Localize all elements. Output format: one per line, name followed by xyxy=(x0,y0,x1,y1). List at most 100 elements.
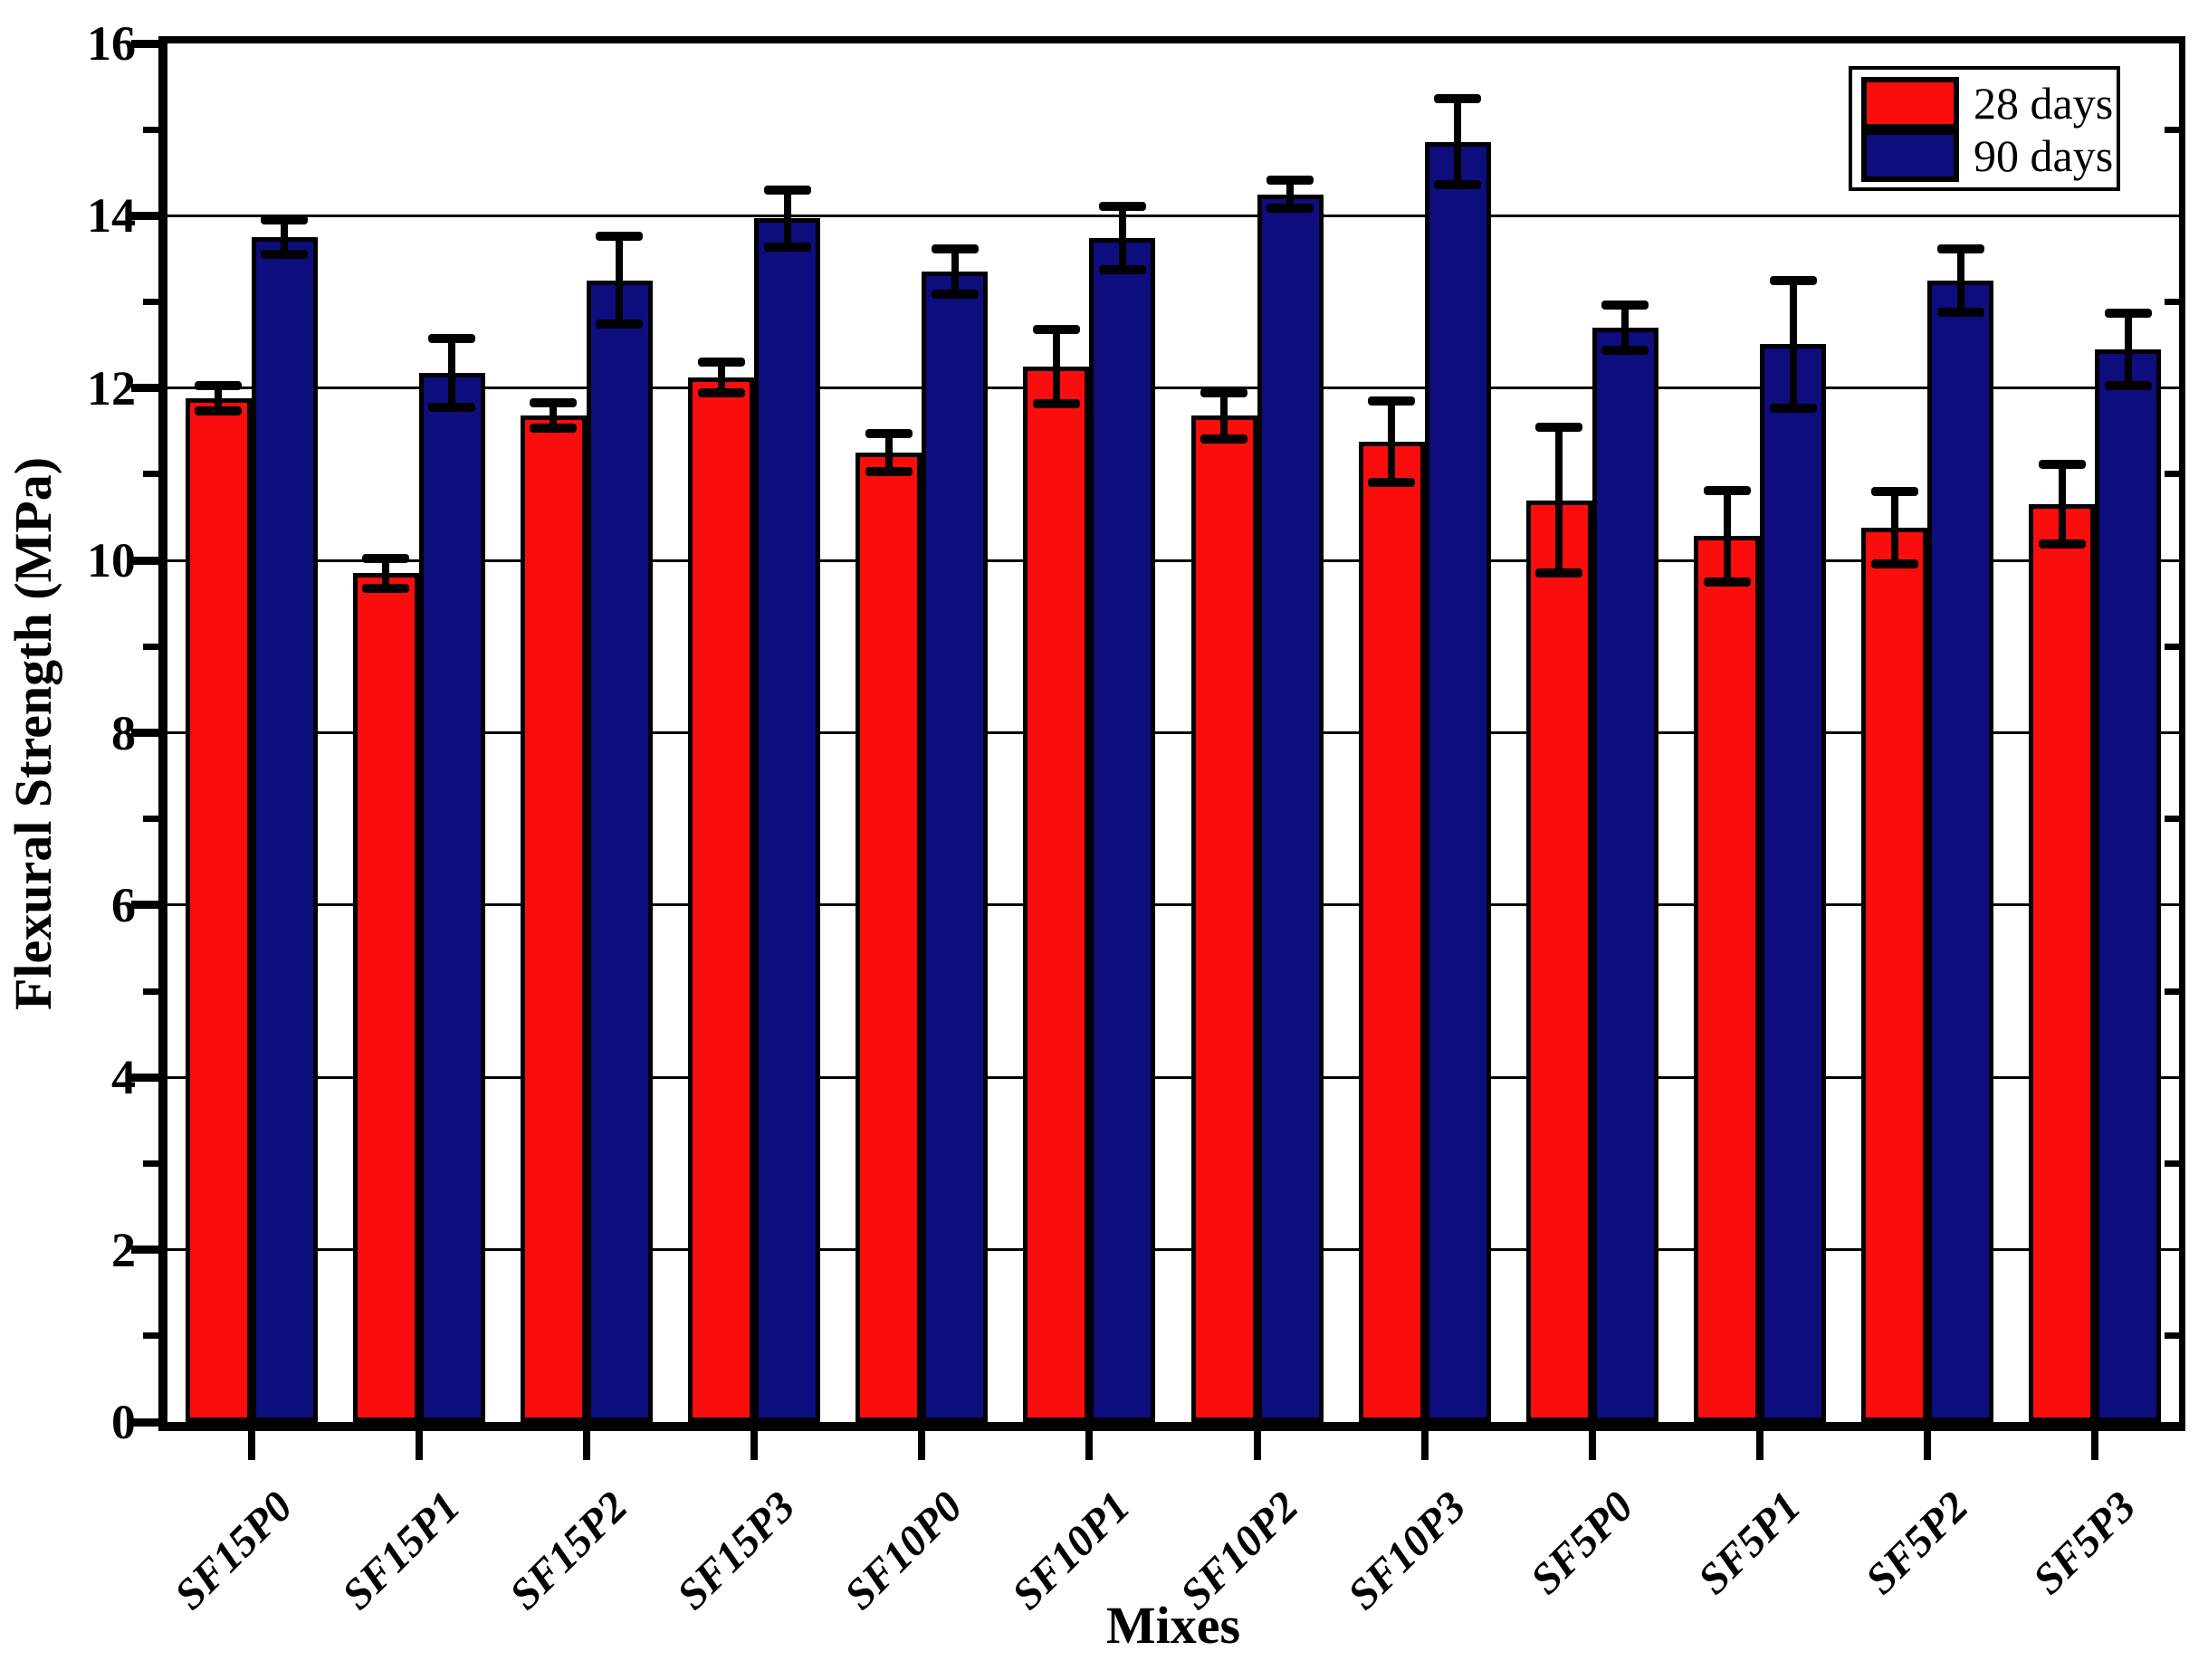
y-minor-tick-right-3 xyxy=(2165,1160,2179,1167)
error-bar-cap-top-SF15P3-28-days xyxy=(697,358,745,368)
error-bar-line-SF10P3-90-days xyxy=(1454,98,1462,186)
gridline-12 xyxy=(167,387,2179,390)
y-major-tick-2 xyxy=(131,1246,158,1255)
x-tick-SF15P0 xyxy=(247,1431,255,1460)
y-tick-label-2: 2 xyxy=(111,1222,136,1277)
x-tick-SF5P2 xyxy=(1924,1431,1932,1460)
error-bar-line-SF10P0-28-days xyxy=(884,434,893,472)
plot-inner xyxy=(167,43,2179,1422)
bar-SF15P3-90-days xyxy=(754,218,821,1422)
x-category-label-SF5P2: SF5P2 xyxy=(1856,1482,1978,1604)
bar-SF5P0-28-days xyxy=(1525,500,1592,1422)
y-minor-tick-13 xyxy=(143,299,158,306)
y-minor-tick-7 xyxy=(143,816,158,823)
error-bar-cap-bottom-SF5P2-90-days xyxy=(1936,307,1984,317)
gridline-6 xyxy=(167,903,2179,907)
error-bar-cap-bottom-SF10P3-28-days xyxy=(1368,477,1416,487)
error-bar-line-SF5P2-28-days xyxy=(1890,491,1898,564)
error-bar-cap-bottom-SF15P1-28-days xyxy=(362,583,410,593)
y-minor-tick-right-1 xyxy=(2165,1332,2179,1340)
error-bar-line-SF5P0-28-days xyxy=(1555,426,1563,574)
y-tick-label-14: 14 xyxy=(87,188,136,243)
error-bar-line-SF15P3-28-days xyxy=(717,362,725,394)
legend: 28 days 90 days xyxy=(1849,66,2120,191)
error-bar-line-SF15P2-28-days xyxy=(550,402,558,429)
bar-SF15P0-28-days xyxy=(185,398,252,1422)
error-bar-cap-top-SF15P1-28-days xyxy=(362,554,410,564)
y-tick-label-16: 16 xyxy=(87,16,136,71)
gridline-8 xyxy=(167,731,2179,734)
error-bar-cap-top-SF10P2-90-days xyxy=(1266,176,1314,186)
error-bar-cap-bottom-SF15P3-90-days xyxy=(763,242,811,252)
x-tick-SF10P3 xyxy=(1420,1431,1429,1460)
error-bar-cap-top-SF15P2-90-days xyxy=(596,232,644,242)
error-bar-cap-top-SF5P3-28-days xyxy=(2038,460,2086,470)
error-bar-cap-top-SF15P0-90-days xyxy=(261,215,309,225)
y-minor-tick-right-9 xyxy=(2165,643,2179,650)
error-bar-cap-top-SF15P0-28-days xyxy=(195,380,243,390)
y-tick-label-8: 8 xyxy=(111,705,136,760)
error-bar-cap-top-SF15P3-90-days xyxy=(763,185,811,195)
bar-SF10P2-28-days xyxy=(1190,415,1257,1422)
y-tick-label-6: 6 xyxy=(111,877,136,932)
error-bar-cap-bottom-SF10P1-90-days xyxy=(1098,265,1146,275)
x-tick-SF5P3 xyxy=(2091,1431,2099,1460)
y-minor-tick-15 xyxy=(143,126,158,133)
error-bar-cap-bottom-SF10P1-28-days xyxy=(1032,398,1080,408)
y-tick-label-4: 4 xyxy=(111,1050,136,1105)
y-major-tick-14 xyxy=(131,211,158,220)
bar-SF5P2-28-days xyxy=(1861,527,1928,1422)
error-bar-cap-bottom-SF15P0-90-days xyxy=(261,250,309,260)
error-bar-cap-bottom-SF10P0-28-days xyxy=(865,467,913,477)
bar-SF10P3-28-days xyxy=(1358,441,1425,1422)
y-minor-tick-1 xyxy=(143,1332,158,1340)
y-tick-label-12: 12 xyxy=(87,360,136,415)
x-tick-SF15P3 xyxy=(750,1431,759,1460)
error-bar-line-SF15P3-90-days xyxy=(783,189,791,247)
bar-SF10P3-90-days xyxy=(1424,141,1491,1422)
y-major-tick-6 xyxy=(131,901,158,910)
bar-SF5P3-28-days xyxy=(2029,504,2096,1422)
bar-SF15P0-90-days xyxy=(251,237,318,1422)
bar-SF10P0-90-days xyxy=(922,272,989,1422)
bar-SF5P1-28-days xyxy=(1694,536,1761,1422)
bar-SF15P1-28-days xyxy=(352,573,419,1422)
bar-SF10P0-28-days xyxy=(855,453,922,1422)
error-bar-line-SF10P2-90-days xyxy=(1286,180,1295,208)
y-minor-tick-3 xyxy=(143,1160,158,1167)
error-bar-cap-top-SF5P2-90-days xyxy=(1936,243,1984,253)
legend-swatch-28-days xyxy=(1861,77,1959,129)
bar-SF10P1-28-days xyxy=(1023,366,1090,1422)
bar-SF15P2-28-days xyxy=(520,415,587,1422)
error-bar-cap-top-SF5P0-90-days xyxy=(1601,301,1649,310)
error-bar-cap-bottom-SF15P2-90-days xyxy=(596,320,644,329)
error-bar-line-SF5P1-28-days xyxy=(1723,491,1731,582)
error-bar-cap-top-SF10P3-28-days xyxy=(1368,396,1416,406)
y-minor-tick-right-15 xyxy=(2165,126,2179,133)
bar-SF15P2-90-days xyxy=(586,280,653,1422)
bar-SF5P3-90-days xyxy=(2095,348,2162,1422)
error-bar-cap-bottom-SF5P0-28-days xyxy=(1535,568,1583,578)
error-bar-cap-top-SF5P1-28-days xyxy=(1703,486,1751,496)
error-bar-line-SF5P1-90-days xyxy=(1789,280,1797,408)
error-bar-cap-bottom-SF5P2-28-days xyxy=(1870,558,1918,568)
legend-label-90-days: 90 days xyxy=(1974,130,2114,181)
y-minor-tick-right-7 xyxy=(2165,816,2179,823)
y-tick-label-10: 10 xyxy=(87,533,136,588)
error-bar-cap-top-SF5P2-28-days xyxy=(1870,486,1918,496)
error-bar-cap-top-SF15P2-28-days xyxy=(530,397,578,407)
y-major-tick-10 xyxy=(131,556,158,565)
x-tick-SF5P1 xyxy=(1756,1431,1764,1460)
y-minor-tick-11 xyxy=(143,471,158,478)
error-bar-line-SF10P3-28-days xyxy=(1388,401,1396,482)
error-bar-line-SF10P1-90-days xyxy=(1118,205,1126,271)
gridline-2 xyxy=(167,1248,2179,1252)
error-bar-cap-bottom-SF5P3-28-days xyxy=(2038,539,2086,549)
error-bar-cap-bottom-SF15P3-28-days xyxy=(697,388,745,398)
error-bar-cap-top-SF10P3-90-days xyxy=(1434,93,1482,103)
y-minor-tick-5 xyxy=(143,988,158,995)
error-bar-cap-top-SF15P1-90-days xyxy=(428,333,476,343)
y-major-tick-16 xyxy=(131,39,158,48)
error-bar-cap-bottom-SF5P0-90-days xyxy=(1601,345,1649,355)
